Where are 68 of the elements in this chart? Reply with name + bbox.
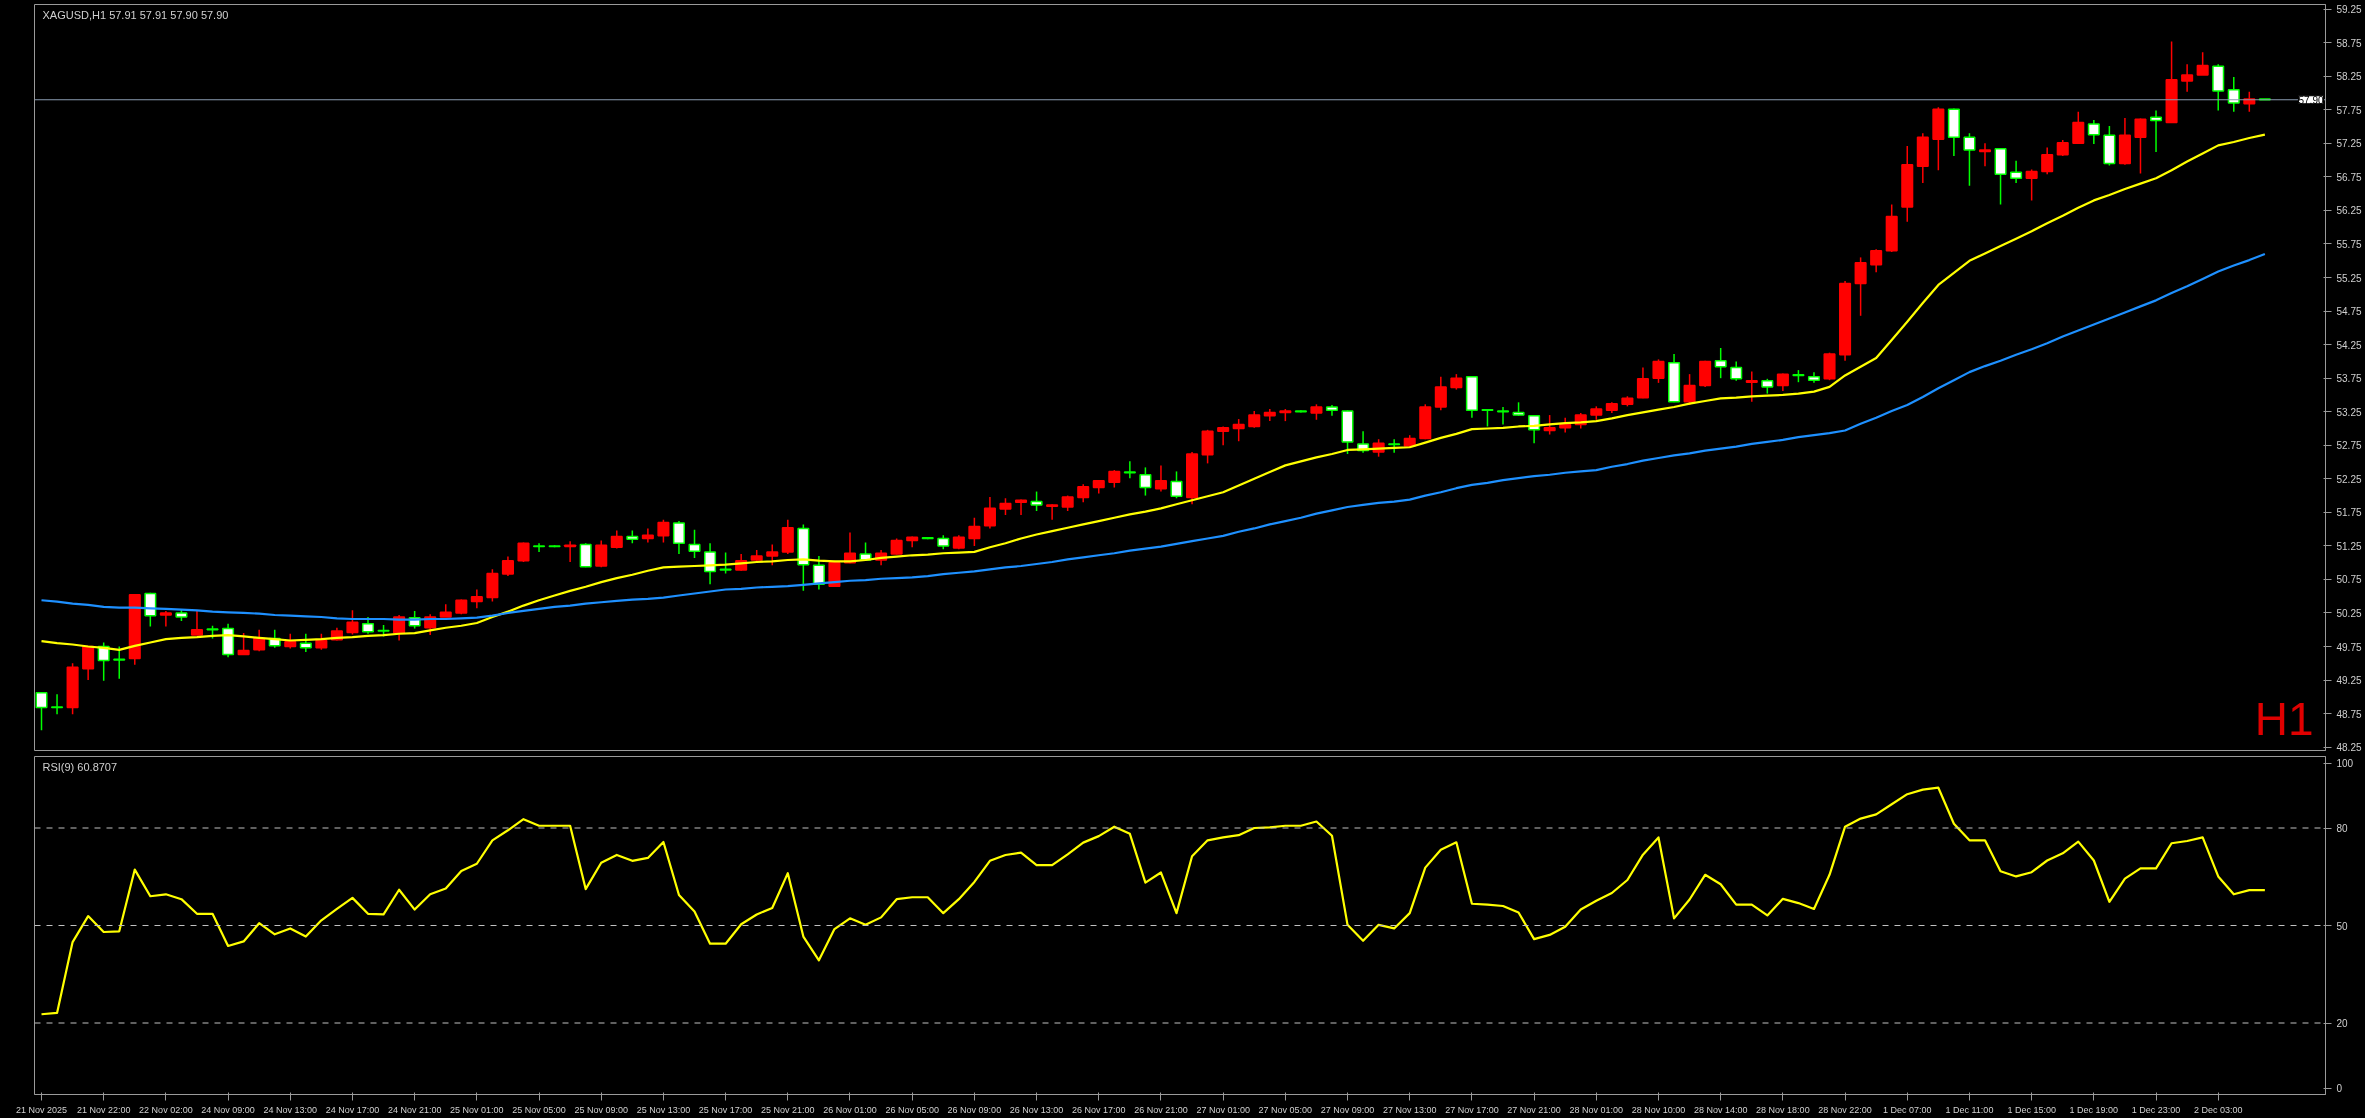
x-tick-label: 27 Nov 09:00 xyxy=(1320,1104,1375,1115)
y-tick-label: 58.75 xyxy=(2336,37,2362,49)
x-tick-label: 24 Nov 17:00 xyxy=(325,1104,380,1115)
x-tick-label: 24 Nov 21:00 xyxy=(387,1104,442,1115)
x-tick-label: 28 Nov 01:00 xyxy=(1569,1104,1624,1115)
ref-line-label: 57.90 xyxy=(2298,94,2324,106)
y-tick-label: 52.25 xyxy=(2336,473,2362,485)
x-tick-label: 1 Dec 07:00 xyxy=(1882,1104,1932,1115)
x-tick-label: 25 Nov 01:00 xyxy=(450,1104,504,1115)
x-tick-label: 26 Nov 13:00 xyxy=(1009,1104,1064,1115)
y-tick-label: 55.75 xyxy=(2336,239,2362,250)
y-tick-label: 50.25 xyxy=(2336,607,2362,619)
x-tick-label: 25 Nov 05:00 xyxy=(512,1104,566,1115)
y-tick-label: 100 xyxy=(2336,758,2354,769)
y-tick-label: 52.75 xyxy=(2336,440,2362,452)
y-tick-label: 51.75 xyxy=(2336,507,2362,519)
y-tick-label: 48.25 xyxy=(2336,742,2362,754)
x-tick-label: 25 Nov 09:00 xyxy=(574,1104,628,1115)
x-tick-label: 1 Dec 19:00 xyxy=(2069,1104,2119,1115)
y-tick-label: 50.75 xyxy=(2336,574,2362,586)
x-tick-label: 28 Nov 18:00 xyxy=(1756,1104,1810,1115)
x-tick-label: 26 Nov 21:00 xyxy=(1134,1104,1188,1115)
y-tick-label: 20 xyxy=(2336,1018,2349,1029)
x-tick-label: 24 Nov 09:00 xyxy=(201,1104,255,1115)
x-tick-label: 24 Nov 13:00 xyxy=(263,1104,318,1115)
y-tick-label: 56.75 xyxy=(2336,171,2362,183)
x-tick-label: 28 Nov 22:00 xyxy=(1818,1104,1872,1115)
y-tick-label: 57.75 xyxy=(2336,104,2362,116)
x-tick-label: 27 Nov 05:00 xyxy=(1258,1104,1313,1115)
annotation: H1 xyxy=(2254,692,2314,745)
chart-title: XAGUSD,H1 57.91 57.91 57.90 57.90 xyxy=(42,8,229,21)
y-tick-label: 56.25 xyxy=(2336,205,2362,217)
x-tick-label: 25 Nov 21:00 xyxy=(761,1104,815,1115)
x-tick-label: 26 Nov 01:00 xyxy=(823,1104,877,1115)
y-tick-label: 59.25 xyxy=(2336,4,2362,16)
y-tick-label: 0 xyxy=(2336,1083,2343,1094)
y-tick-label: 54.75 xyxy=(2336,306,2362,318)
y-tick-label: 58.25 xyxy=(2336,71,2362,83)
y-tick-label: 48.75 xyxy=(2336,708,2362,720)
x-tick-label: 25 Nov 17:00 xyxy=(698,1104,753,1115)
x-tick-label: 26 Nov 09:00 xyxy=(947,1104,1002,1115)
x-tick-label: 28 Nov 14:00 xyxy=(1693,1104,1748,1115)
y-tick-label: 80 xyxy=(2336,823,2349,834)
x-tick-label: 26 Nov 17:00 xyxy=(1071,1104,1126,1115)
x-tick-label: 22 Nov 02:00 xyxy=(139,1104,193,1115)
chart-title: RSI(9) 60.8707 xyxy=(42,760,118,773)
x-tick-label: 26 Nov 05:00 xyxy=(885,1104,939,1115)
y-tick-label: 51.25 xyxy=(2336,540,2362,552)
x-tick-label: 21 Nov 22:00 xyxy=(76,1104,131,1115)
y-tick-label: 50 xyxy=(2336,920,2349,932)
y-tick-label: 53.25 xyxy=(2336,406,2362,418)
y-tick-label: 53.75 xyxy=(2336,373,2362,385)
y-tick-label: 49.25 xyxy=(2336,675,2362,687)
y-tick-label: 57.25 xyxy=(2336,138,2362,150)
y-tick-label: 49.75 xyxy=(2336,641,2362,653)
y-tick-label: 55.25 xyxy=(2336,272,2362,284)
x-tick-label: 1 Dec 23:00 xyxy=(2131,1104,2181,1115)
x-tick-label: 25 Nov 13:00 xyxy=(636,1104,691,1115)
x-tick-label: 1 Dec 11:00 xyxy=(1945,1104,1994,1115)
x-tick-label: 2 Dec 03:00 xyxy=(2193,1104,2243,1115)
x-tick-label: 27 Nov 17:00 xyxy=(1445,1104,1499,1115)
x-tick-label: 27 Nov 21:00 xyxy=(1507,1104,1561,1115)
x-tick-label: 1 Dec 15:00 xyxy=(2007,1104,2056,1115)
y-tick-label: 54.25 xyxy=(2336,339,2362,351)
x-tick-label: 27 Nov 13:00 xyxy=(1382,1104,1437,1115)
x-tick-label: 27 Nov 01:00 xyxy=(1196,1104,1250,1115)
x-tick-label: 28 Nov 10:00 xyxy=(1631,1104,1686,1115)
x-tick-label: 21 Nov 2025 xyxy=(15,1104,68,1115)
